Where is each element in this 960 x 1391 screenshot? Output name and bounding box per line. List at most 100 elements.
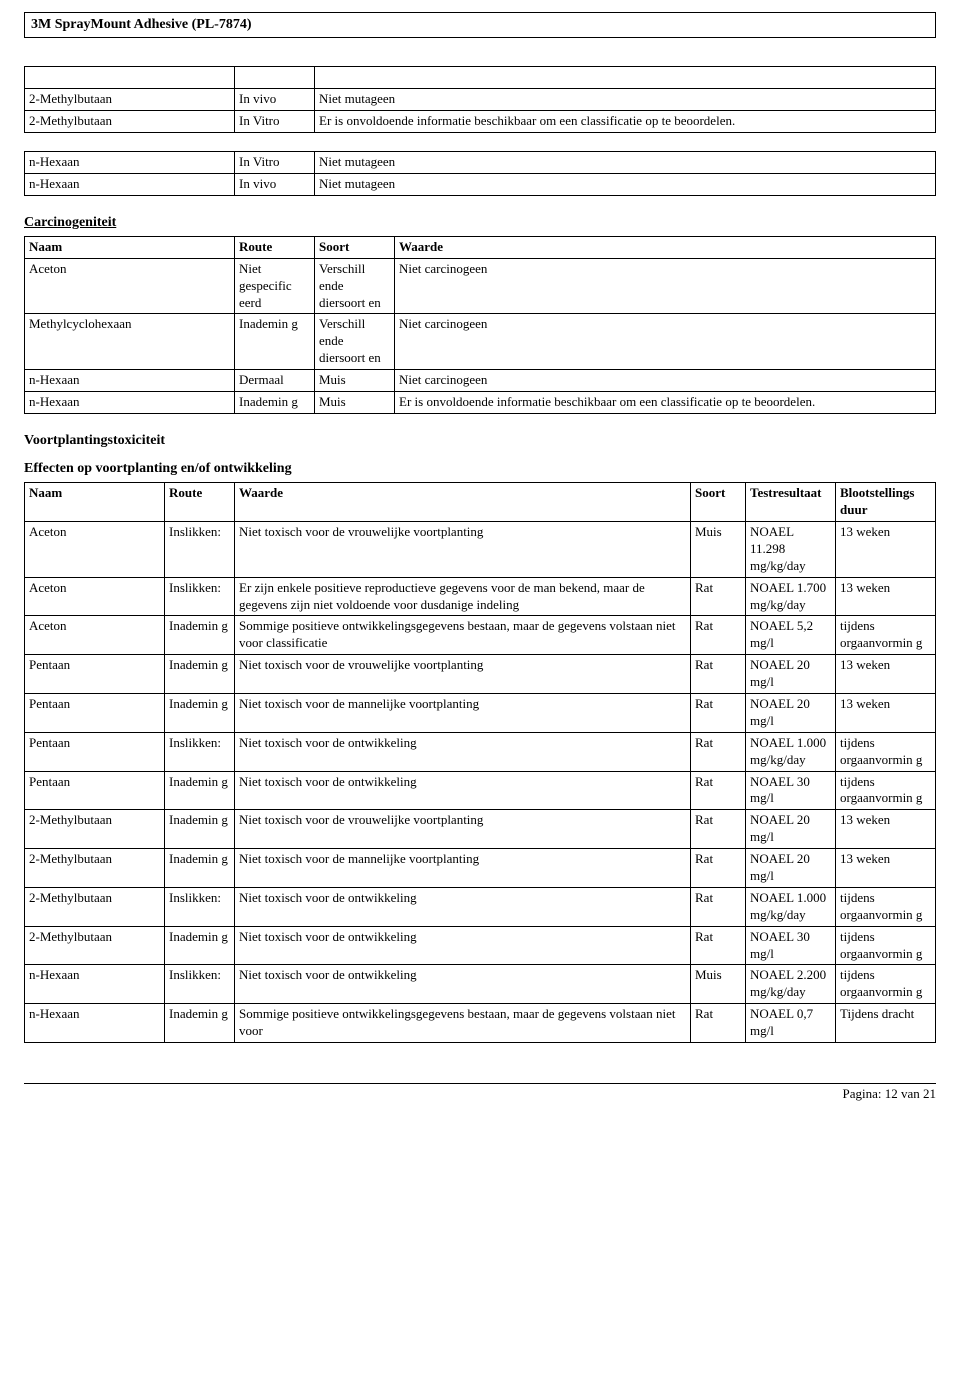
table-header-cell: Waarde [235, 483, 691, 522]
table-header-cell: Route [165, 483, 235, 522]
table-cell: Inslikken: [165, 522, 235, 578]
table-header-cell: Route [235, 236, 315, 258]
table-cell: Rat [691, 577, 746, 616]
table-cell: Inademin g [165, 655, 235, 694]
table-cell: 2-Methylbutaan [25, 926, 165, 965]
table-cell: 13 weken [836, 694, 936, 733]
table-cell: 13 weken [836, 655, 936, 694]
table-cell: Muis [315, 391, 395, 413]
reprotox-table: NaamRouteWaardeSoortTestresultaatBlootst… [24, 482, 936, 1043]
table-cell: Rat [691, 771, 746, 810]
table-cell: n-Hexaan [25, 173, 235, 195]
table-cell [235, 67, 315, 89]
page-title: 3M SprayMount Adhesive (PL-7874) [24, 12, 936, 38]
table-cell: In vivo [235, 173, 315, 195]
table-cell [25, 67, 235, 89]
table-cell: NOAEL 30 mg/l [746, 926, 836, 965]
table-cell: Aceton [25, 577, 165, 616]
table-cell: In Vitro [235, 110, 315, 132]
table-cell: 13 weken [836, 577, 936, 616]
table-row: PentaanInslikken:Niet toxisch voor de on… [25, 732, 936, 771]
table-cell: Niet toxisch voor de ontwikkeling [235, 732, 691, 771]
table-row: n-HexaanIn VitroNiet mutageen [25, 151, 936, 173]
table-row: n-HexaanInademin gSommige positieve ontw… [25, 1004, 936, 1043]
table-cell: Inademin g [165, 1004, 235, 1043]
table-cell: 13 weken [836, 810, 936, 849]
table-cell: 2-Methylbutaan [25, 887, 165, 926]
table-cell: n-Hexaan [25, 1004, 165, 1043]
table-cell: NOAEL 20 mg/l [746, 655, 836, 694]
table-cell: Inademin g [165, 694, 235, 733]
table-cell: Niet mutageen [315, 89, 936, 111]
table-cell: Rat [691, 616, 746, 655]
table-header-cell: Soort [315, 236, 395, 258]
table-cell: Inademin g [165, 849, 235, 888]
table-cell: Rat [691, 655, 746, 694]
table-row: AcetonInademin gSommige positieve ontwik… [25, 616, 936, 655]
table-cell: Tijdens dracht [836, 1004, 936, 1043]
table-cell: Inademin g [165, 926, 235, 965]
table-row: n-HexaanDermaalMuisNiet carcinogeen [25, 370, 936, 392]
table-header-cell: Waarde [395, 236, 936, 258]
table-cell: Rat [691, 694, 746, 733]
table-cell: tijdens orgaanvormin g [836, 732, 936, 771]
table-cell: Niet toxisch voor de vrouwelijke voortpl… [235, 655, 691, 694]
table-cell: NOAEL 1.000 mg/kg/day [746, 887, 836, 926]
mutagenicity-table-2: n-HexaanIn VitroNiet mutageenn-HexaanIn … [24, 151, 936, 196]
table-header-cell: Naam [25, 236, 235, 258]
table-cell: Rat [691, 1004, 746, 1043]
table-row: 2-MethylbutaanIn VitroEr is onvoldoende … [25, 110, 936, 132]
table-cell: Rat [691, 887, 746, 926]
table-cell: Er is onvoldoende informatie beschikbaar… [395, 391, 936, 413]
table-cell: Niet toxisch voor de ontwikkeling [235, 965, 691, 1004]
table-cell: 2-Methylbutaan [25, 849, 165, 888]
table-cell: tijdens orgaanvormin g [836, 965, 936, 1004]
table-cell: Pentaan [25, 771, 165, 810]
table-cell: Niet toxisch voor de mannelijke voortpla… [235, 694, 691, 733]
table-cell: NOAEL 20 mg/l [746, 849, 836, 888]
table-cell: Niet toxisch voor de vrouwelijke voortpl… [235, 522, 691, 578]
table-cell: Rat [691, 732, 746, 771]
table-cell: tijdens orgaanvormin g [836, 616, 936, 655]
table-cell: NOAEL 20 mg/l [746, 694, 836, 733]
table-cell: Aceton [25, 616, 165, 655]
table-cell: NOAEL 20 mg/l [746, 810, 836, 849]
table-cell: tijdens orgaanvormin g [836, 887, 936, 926]
table-cell: tijdens orgaanvormin g [836, 771, 936, 810]
table-cell: 2-Methylbutaan [25, 89, 235, 111]
table-cell: Rat [691, 849, 746, 888]
table-row: n-HexaanIn vivoNiet mutageen [25, 173, 936, 195]
table-cell: Methylcyclohexaan [25, 314, 235, 370]
table-cell: Niet carcinogeen [395, 370, 936, 392]
table-cell: Muis [691, 522, 746, 578]
table-cell: Dermaal [235, 370, 315, 392]
table-cell: NOAEL 11.298 mg/kg/day [746, 522, 836, 578]
table-cell: Niet toxisch voor de ontwikkeling [235, 771, 691, 810]
table-cell: NOAEL 30 mg/l [746, 771, 836, 810]
table-cell: Niet toxisch voor de vrouwelijke voortpl… [235, 810, 691, 849]
table-row: AcetonInslikken:Niet toxisch voor de vro… [25, 522, 936, 578]
table-row: PentaanInademin gNiet toxisch voor de vr… [25, 655, 936, 694]
table-cell: Inademin g [165, 810, 235, 849]
table-cell: Verschill ende diersoort en [315, 258, 395, 314]
table-cell: Aceton [25, 258, 235, 314]
table-cell: Muis [315, 370, 395, 392]
table-cell: In vivo [235, 89, 315, 111]
table-cell: n-Hexaan [25, 151, 235, 173]
table-cell: Inslikken: [165, 732, 235, 771]
table-cell: NOAEL 5,2 mg/l [746, 616, 836, 655]
table-cell: Inslikken: [165, 887, 235, 926]
table-cell: Inademin g [235, 391, 315, 413]
carcinogenicity-heading: Carcinogeniteit [24, 214, 936, 232]
table-cell: Aceton [25, 522, 165, 578]
table-cell: n-Hexaan [25, 370, 235, 392]
table-row: 2-MethylbutaanInademin gNiet toxisch voo… [25, 926, 936, 965]
table-cell: 13 weken [836, 522, 936, 578]
table-cell: Niet toxisch voor de ontwikkeling [235, 926, 691, 965]
table-cell: Pentaan [25, 694, 165, 733]
reprotox-subheading: Effecten op voortplanting en/of ontwikke… [24, 460, 936, 478]
table-row: 2-MethylbutaanInademin gNiet toxisch voo… [25, 810, 936, 849]
table-cell: Niet carcinogeen [395, 258, 936, 314]
table-cell: Sommige positieve ontwikkelingsgegevens … [235, 616, 691, 655]
table-row: MethylcyclohexaanInademin gVerschill end… [25, 314, 936, 370]
